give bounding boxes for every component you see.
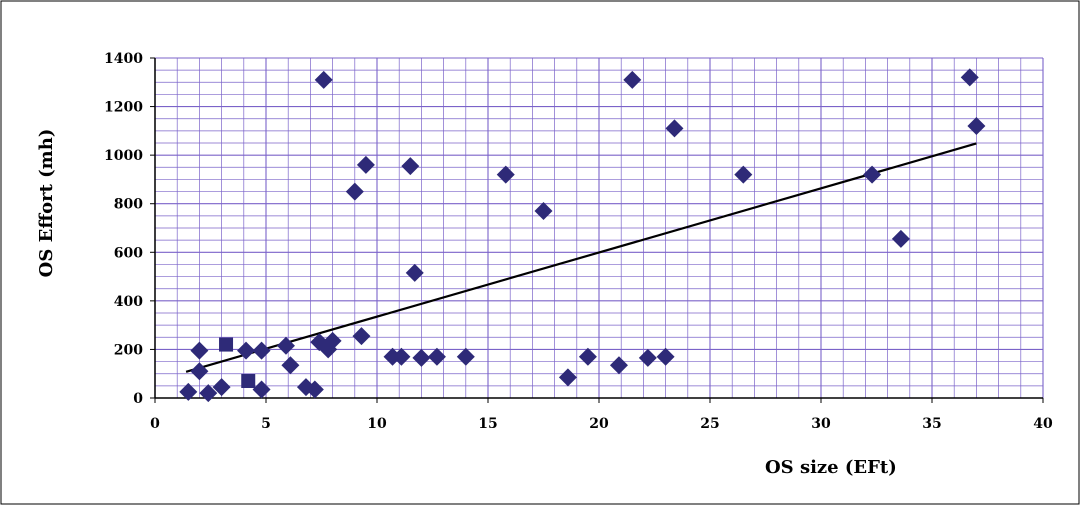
data-point-diamond (578, 347, 597, 366)
data-point-diamond (863, 165, 882, 184)
data-point-square (219, 337, 234, 352)
data-point-diamond (623, 70, 642, 89)
y-tick-label: 800 (114, 197, 143, 213)
x-tick-labels: 0 5 10 15 20 25 30 35 40 (150, 416, 1053, 432)
x-tick-label: 25 (700, 416, 719, 432)
data-point-diamond (558, 368, 577, 387)
data-point-diamond (237, 341, 256, 360)
data-point-diamond (305, 380, 324, 399)
data-point-diamond (401, 157, 420, 176)
y-axis-label: OS Effort (mh) (36, 129, 57, 278)
x-tick-label: 20 (589, 416, 609, 432)
x-tick-label: 10 (367, 416, 387, 432)
data-point-diamond (456, 347, 475, 366)
data-point-diamond (199, 384, 218, 403)
data-point-diamond (190, 362, 209, 381)
data-point-diamond (891, 229, 910, 248)
data-point-diamond (352, 327, 371, 346)
data-point-diamond (345, 182, 364, 201)
data-point-diamond (179, 382, 198, 401)
y-tick-label: 1200 (104, 100, 143, 116)
data-point-diamond (967, 117, 986, 135)
x-tick-label: 5 (261, 416, 271, 432)
y-tick-label: 400 (114, 294, 143, 310)
x-axis-label: OS size (EFt) (765, 457, 897, 478)
data-point-diamond (638, 348, 657, 367)
data-point-diamond (252, 341, 271, 360)
data-point-diamond (405, 263, 424, 282)
x-tick-label: 15 (478, 416, 497, 432)
data-point-diamond (496, 165, 515, 184)
axes (150, 57, 1044, 403)
data-point-diamond (190, 341, 209, 360)
data-point-square (241, 374, 256, 388)
data-point-diamond (665, 119, 684, 138)
x-tick-label: 40 (1033, 416, 1053, 432)
data-point-diamond (734, 165, 753, 184)
data-points (179, 68, 986, 403)
x-tick-label: 30 (811, 416, 831, 432)
y-tick-label: 200 (114, 342, 143, 358)
y-tick-labels: 0 200 400 600 800 1000 1200 1400 (104, 51, 143, 407)
y-tick-label: 1000 (104, 148, 143, 164)
data-point-diamond (356, 155, 375, 174)
data-point-diamond (392, 347, 411, 366)
data-point-diamond (276, 336, 295, 355)
trendline-segment (185, 142, 977, 373)
y-tick-label: 0 (133, 391, 143, 407)
y-tick-label: 600 (114, 245, 143, 261)
y-tick-label: 1400 (104, 51, 143, 67)
data-point-diamond (314, 70, 333, 89)
x-tick-label: 35 (922, 416, 941, 432)
trendline (185, 142, 977, 373)
data-point-diamond (960, 68, 979, 87)
data-point-diamond (609, 356, 628, 375)
data-point-diamond (212, 378, 231, 397)
data-point-diamond (656, 347, 675, 366)
data-point-diamond (323, 331, 342, 350)
data-point-diamond (427, 347, 446, 366)
x-tick-label: 0 (150, 416, 160, 432)
data-point-diamond (412, 348, 431, 367)
data-point-diamond (281, 356, 300, 375)
data-point-diamond (252, 380, 271, 399)
data-point-diamond (534, 202, 553, 220)
